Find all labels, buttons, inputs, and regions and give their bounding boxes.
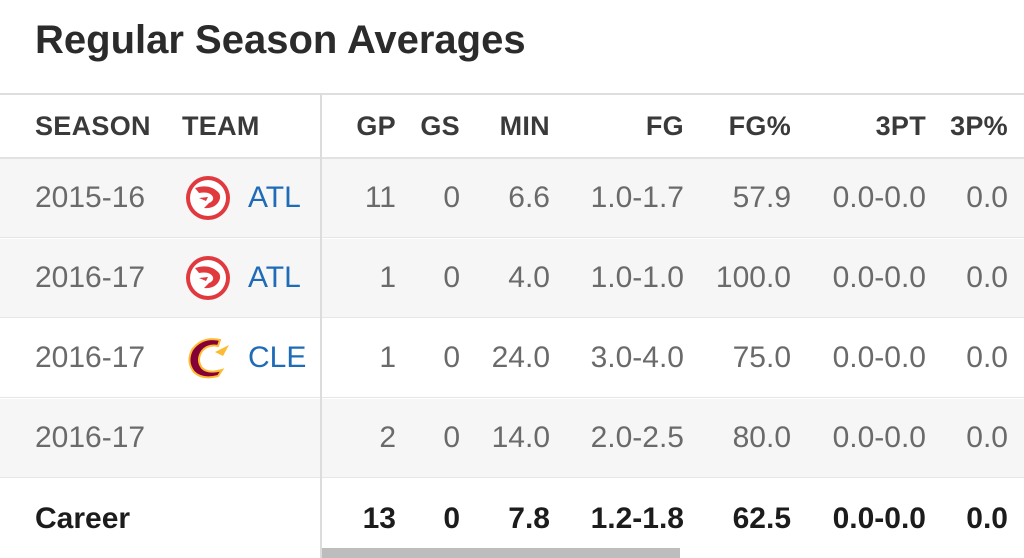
- table-row: 2016-17 ATL 1 0 4.0 1.0-1.0 100.0 0.0-0.…: [0, 239, 1024, 318]
- page-title: Regular Season Averages: [35, 18, 526, 62]
- season-cell: 2016-17: [35, 341, 146, 374]
- table-header-row: SEASON TEAM GP GS MIN FG FG% 3PT 3P%: [0, 93, 1024, 159]
- gs-cell: 0: [443, 181, 460, 214]
- career-row: Career 13 0 7.8 1.2-1.8 62.5 0.0-0.0 0.0: [0, 479, 1024, 558]
- min-cell: 4.0: [508, 261, 550, 294]
- stats-table: SEASON TEAM GP GS MIN FG FG% 3PT 3P% 201…: [0, 93, 1024, 558]
- team-cell[interactable]: ATL: [182, 159, 317, 237]
- hawks-logo-icon[interactable]: [182, 252, 234, 304]
- min-cell: 6.6: [508, 181, 550, 214]
- 3pt-cell: 0.0-0.0: [832, 341, 926, 374]
- frozen-column-divider: [320, 93, 322, 558]
- career-label: Career: [35, 501, 131, 535]
- season-cell: 2016-17: [35, 421, 146, 454]
- team-cell[interactable]: ATL: [182, 239, 317, 317]
- team-link[interactable]: CLE: [248, 341, 307, 374]
- fg-cell: 2.0-2.5: [590, 421, 684, 454]
- fg-pct-cell: 75.0: [732, 341, 791, 374]
- gp-cell: 1: [379, 261, 396, 294]
- horizontal-scrollbar[interactable]: [322, 548, 680, 558]
- header-gs[interactable]: GS: [420, 110, 460, 141]
- team-link[interactable]: ATL: [248, 261, 301, 294]
- header-fg-pct[interactable]: FG%: [728, 110, 791, 141]
- team-cell[interactable]: CLE: [182, 319, 317, 397]
- header-3pt[interactable]: 3PT: [875, 110, 926, 141]
- header-min[interactable]: MIN: [499, 110, 550, 141]
- table-row: 2016-17 2 0 14.0 2.0-2.5 80.0 0.0-0.0 0.…: [0, 399, 1024, 478]
- fg-cell: 1.0-1.0: [590, 261, 684, 294]
- fg-pct-cell: 80.0: [732, 421, 791, 454]
- fg-pct-cell: 62.5: [732, 501, 791, 535]
- min-cell: 14.0: [491, 421, 550, 454]
- season-cell: 2016-17: [35, 261, 146, 294]
- min-cell: 7.8: [508, 501, 550, 535]
- season-cell: 2015-16: [35, 181, 146, 214]
- fg-cell: 3.0-4.0: [590, 341, 684, 374]
- header-team[interactable]: TEAM: [182, 110, 260, 141]
- fg-pct-cell: 57.9: [732, 181, 791, 214]
- fg-cell: 1.2-1.8: [590, 501, 684, 535]
- gs-cell: 0: [443, 421, 460, 454]
- 3pt-cell: 0.0-0.0: [832, 261, 926, 294]
- header-3p-pct[interactable]: 3P%: [950, 110, 1008, 141]
- header-gp[interactable]: GP: [356, 110, 396, 141]
- 3pt-cell: 0.0-0.0: [832, 181, 926, 214]
- 3pt-cell: 0.0-0.0: [832, 421, 926, 454]
- fg-pct-cell: 100.0: [715, 261, 791, 294]
- header-season[interactable]: SEASON: [35, 110, 151, 141]
- 3p-pct-cell: 0.0: [966, 261, 1008, 294]
- min-cell: 24.0: [491, 341, 550, 374]
- hawks-logo-icon[interactable]: [182, 172, 234, 224]
- table-row: 2016-17 CLE 1 0 24.0 3.0-4.0 75.0 0.0-0.…: [0, 319, 1024, 398]
- 3pt-cell: 0.0-0.0: [832, 501, 926, 535]
- 3p-pct-cell: 0.0: [966, 341, 1008, 374]
- header-fg[interactable]: FG: [645, 110, 684, 141]
- gp-cell: 1: [379, 341, 396, 374]
- 3p-pct-cell: 0.0: [966, 501, 1008, 535]
- fg-cell: 1.0-1.7: [590, 181, 684, 214]
- gs-cell: 0: [443, 261, 460, 294]
- gs-cell: 0: [443, 501, 460, 535]
- cavaliers-logo-icon[interactable]: [182, 332, 234, 384]
- gp-cell: 13: [362, 501, 396, 535]
- 3p-pct-cell: 0.0: [966, 181, 1008, 214]
- gp-cell: 11: [364, 181, 396, 214]
- 3p-pct-cell: 0.0: [966, 421, 1008, 454]
- table-row: 2015-16 ATL 11 0 6.6 1.0-1.7 57.9 0.0-0.…: [0, 159, 1024, 238]
- gs-cell: 0: [443, 341, 460, 374]
- gp-cell: 2: [379, 421, 396, 454]
- team-link[interactable]: ATL: [248, 181, 301, 214]
